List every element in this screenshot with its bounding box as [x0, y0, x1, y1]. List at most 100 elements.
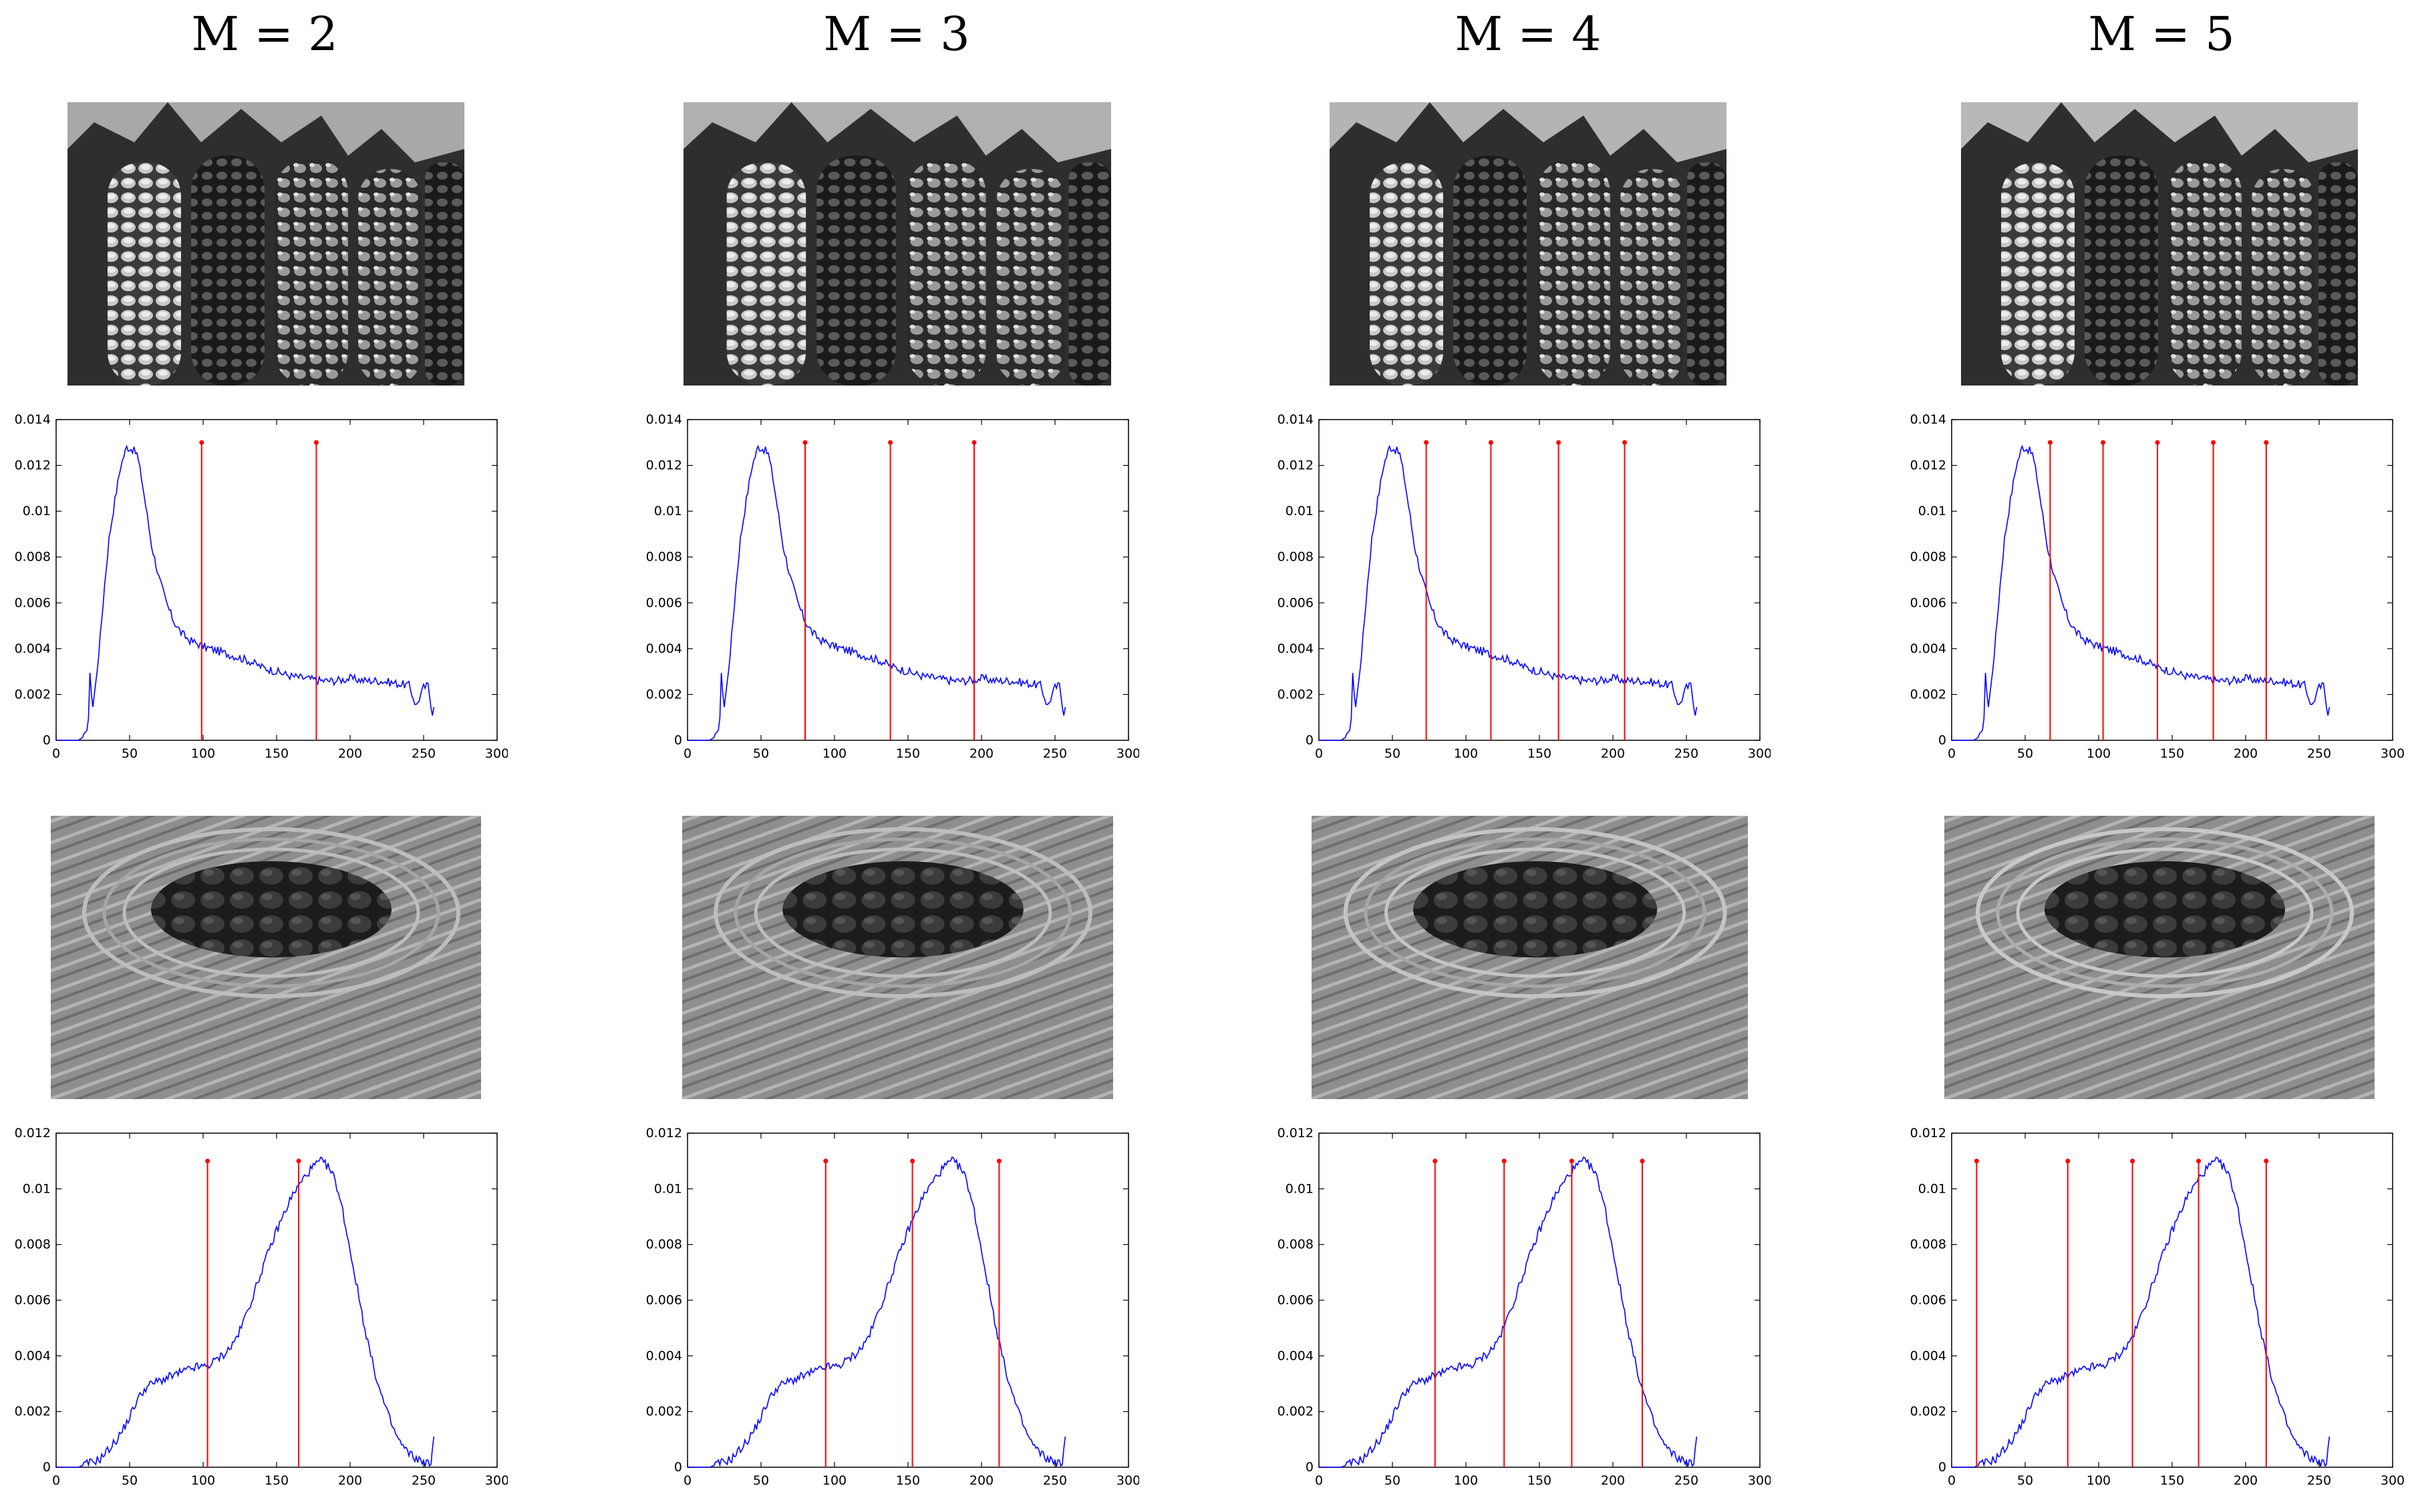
histogram-line [1319, 1156, 1698, 1468]
threshold-marker [802, 440, 808, 445]
y-tick-label: 0 [1306, 733, 1314, 748]
y-tick-label: 0.01 [23, 504, 51, 518]
histogram-garden-m5: 0 50 100 150 200 250 300 0 0.002 0.004 0.006 0.008 0… [1910, 1126, 2405, 1488]
x-tick-label: 50 [1384, 1473, 1400, 1488]
x-tick-label: 150 [896, 746, 920, 761]
y-tick-label: 0.002 [1910, 687, 1946, 702]
y-tick-label: 0.004 [1910, 641, 1946, 656]
y-tick-label: 0.012 [646, 1126, 682, 1141]
x-tick-label: 200 [2234, 746, 2258, 761]
y-tick-label: 0.008 [646, 550, 682, 565]
x-tick-label: 100 [1454, 746, 1478, 761]
x-tick-label: 100 [2087, 1473, 2111, 1488]
plot-frame [1318, 419, 1761, 741]
y-tick-label: 0.004 [1277, 641, 1314, 656]
garden-image-m3 [682, 816, 1113, 1099]
x-tick-label: 50 [122, 746, 138, 761]
column-title-m5: M = 5 [2088, 7, 2235, 61]
x-tick-label: 250 [1043, 1473, 1067, 1488]
threshold-marker [205, 1159, 210, 1164]
y-tick-label: 0.006 [1277, 595, 1314, 610]
x-tick-label: 300 [2381, 746, 2405, 761]
y-tick-label: 0 [43, 1460, 51, 1475]
x-tick-label: 300 [485, 746, 508, 761]
x-tick-label: 50 [122, 1473, 138, 1488]
corn-illustration [684, 102, 1111, 386]
garden-image-m4 [1312, 816, 1748, 1099]
y-tick-label: 0.014 [1277, 412, 1314, 427]
x-tick-label: 300 [1116, 1473, 1139, 1488]
corn-image-m4 [1330, 102, 1726, 386]
y-tick-label: 0.01 [654, 504, 682, 518]
histogram-line [1319, 444, 1698, 741]
garden-illustration [682, 816, 1113, 1099]
x-tick-label: 100 [822, 1473, 847, 1488]
x-tick-label: 200 [1601, 1473, 1625, 1488]
threshold-marker [1622, 440, 1628, 445]
y-tick-label: 0.002 [646, 687, 682, 702]
threshold-marker [1488, 440, 1493, 445]
garden-illustration [51, 816, 481, 1099]
y-tick-label: 0.002 [646, 1404, 682, 1419]
histogram-line [688, 444, 1066, 741]
y-tick-label: 0.006 [646, 595, 682, 610]
corn-illustration [1961, 102, 2358, 386]
corn-illustration [67, 102, 464, 386]
x-tick-label: 300 [1748, 746, 1771, 761]
x-tick-label: 100 [1454, 1473, 1478, 1488]
y-tick-label: 0 [674, 1460, 682, 1475]
column-title-m4: M = 4 [1455, 7, 1602, 61]
y-tick-label: 0.012 [1277, 458, 1314, 473]
x-tick-label: 50 [753, 746, 769, 761]
x-tick-label: 200 [969, 746, 994, 761]
histogram-corn-m2: 0 50 100 150 200 250 300 0 0.002 0.004 0.006 0.008 0… [15, 412, 508, 761]
threshold-marker [910, 1159, 915, 1164]
y-tick-label: 0.008 [646, 1237, 682, 1252]
x-tick-label: 100 [2087, 746, 2111, 761]
x-tick-label: 250 [2307, 746, 2331, 761]
threshold-marker [2065, 1159, 2071, 1164]
y-tick-label: 0.004 [1277, 1348, 1314, 1363]
threshold-marker [313, 440, 319, 445]
y-tick-label: 0.004 [1910, 1348, 1946, 1363]
histogram-line [56, 444, 435, 741]
x-tick-label: 100 [822, 746, 847, 761]
threshold-marker [1433, 1159, 1438, 1164]
x-tick-label: 250 [1674, 746, 1698, 761]
histogram-garden-m4: 0 50 100 150 200 250 300 0 0.002 0.004 0.006 0.008 0… [1277, 1126, 1771, 1488]
y-tick-label: 0.002 [1277, 1404, 1314, 1419]
y-tick-label: 0.014 [1910, 412, 1946, 427]
y-tick-label: 0.012 [15, 1126, 51, 1141]
threshold-marker [2264, 440, 2269, 445]
x-tick-label: 250 [412, 1473, 436, 1488]
y-tick-label: 0 [1306, 1460, 1314, 1475]
histogram-corn-m4: 0 50 100 150 200 250 300 0 0.002 0.004 0.006 0.008 0… [1277, 412, 1771, 761]
garden-illustration [1944, 816, 2375, 1099]
x-tick-label: 200 [969, 1473, 994, 1488]
x-tick-label: 200 [2234, 1473, 2258, 1488]
y-tick-label: 0.004 [15, 641, 51, 656]
plot-frame [55, 1132, 498, 1468]
x-tick-label: 150 [1527, 1473, 1551, 1488]
threshold-marker [888, 440, 893, 445]
x-tick-label: 150 [265, 1473, 289, 1488]
threshold-marker [2196, 1159, 2202, 1164]
y-tick-label: 0.012 [15, 458, 51, 473]
threshold-marker [2047, 440, 2053, 445]
threshold-marker [823, 1159, 829, 1164]
histogram-corn-m5: 0 50 100 150 200 250 300 0 0.002 0.004 0.006 0.008 0… [1910, 412, 2405, 761]
plot-frame [1318, 1132, 1761, 1468]
histogram-corn-m3: 0 50 100 150 200 250 300 0 0.002 0.004 0.006 0.008 0… [646, 412, 1139, 761]
threshold-marker [1556, 440, 1561, 445]
threshold-marker [199, 440, 204, 445]
column-title-m3: M = 3 [823, 7, 970, 61]
x-tick-label: 0 [1948, 1473, 1956, 1488]
y-tick-label: 0.002 [1277, 687, 1314, 702]
y-tick-label: 0.014 [646, 412, 682, 427]
y-tick-label: 0.002 [1910, 1404, 1946, 1419]
x-tick-label: 0 [684, 1473, 692, 1488]
column-title-m2: M = 2 [191, 7, 338, 61]
x-tick-label: 100 [191, 1473, 215, 1488]
y-tick-label: 0.01 [1286, 1181, 1314, 1196]
y-tick-label: 0.002 [15, 687, 51, 702]
